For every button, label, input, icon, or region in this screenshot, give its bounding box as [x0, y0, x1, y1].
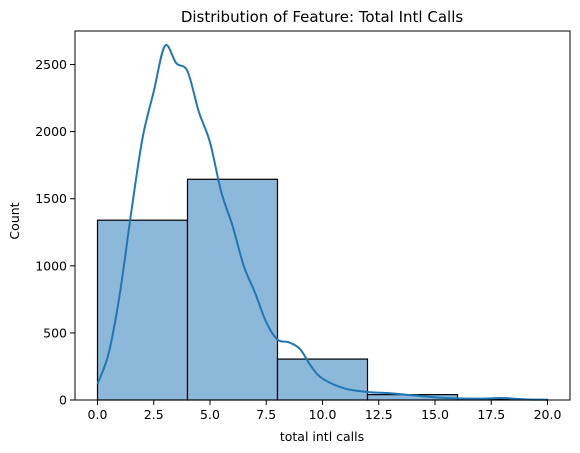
histogram-bar-0	[96, 219, 189, 401]
chart-title: Distribution of Feature: Total Intl Call…	[181, 8, 464, 26]
y-tick-label: 0	[59, 393, 67, 408]
x-tick-label: 5.0	[200, 407, 220, 422]
x-tick-label: 12.5	[365, 407, 393, 422]
y-tick-label: 2000	[35, 124, 67, 139]
x-axis-ticks: 0.0 2.5 5.0 7.5 10.0 12.5 15.0 17.5 20.0	[88, 400, 562, 422]
y-tick-label: 500	[43, 325, 67, 340]
x-tick-label: 0.0	[88, 407, 108, 422]
x-tick-label: 10.0	[309, 407, 337, 422]
y-tick-label: 1000	[35, 258, 67, 273]
y-tick-label: 1500	[35, 191, 67, 206]
histogram-bar-1	[186, 178, 279, 401]
y-axis-label: Count	[7, 202, 22, 239]
x-tick-label: 2.5	[144, 407, 164, 422]
x-tick-label: 17.5	[477, 407, 505, 422]
kde-curve	[96, 43, 548, 401]
histogram-bars	[96, 178, 549, 401]
y-tick-label: 2500	[35, 57, 67, 72]
x-axis-label: total intl calls	[280, 429, 364, 444]
x-tick-label: 20.0	[534, 407, 562, 422]
y-axis-ticks: 0 500 1000 1500 2000 2500	[35, 57, 75, 408]
x-tick-label: 15.0	[421, 407, 449, 422]
x-tick-label: 7.5	[256, 407, 276, 422]
